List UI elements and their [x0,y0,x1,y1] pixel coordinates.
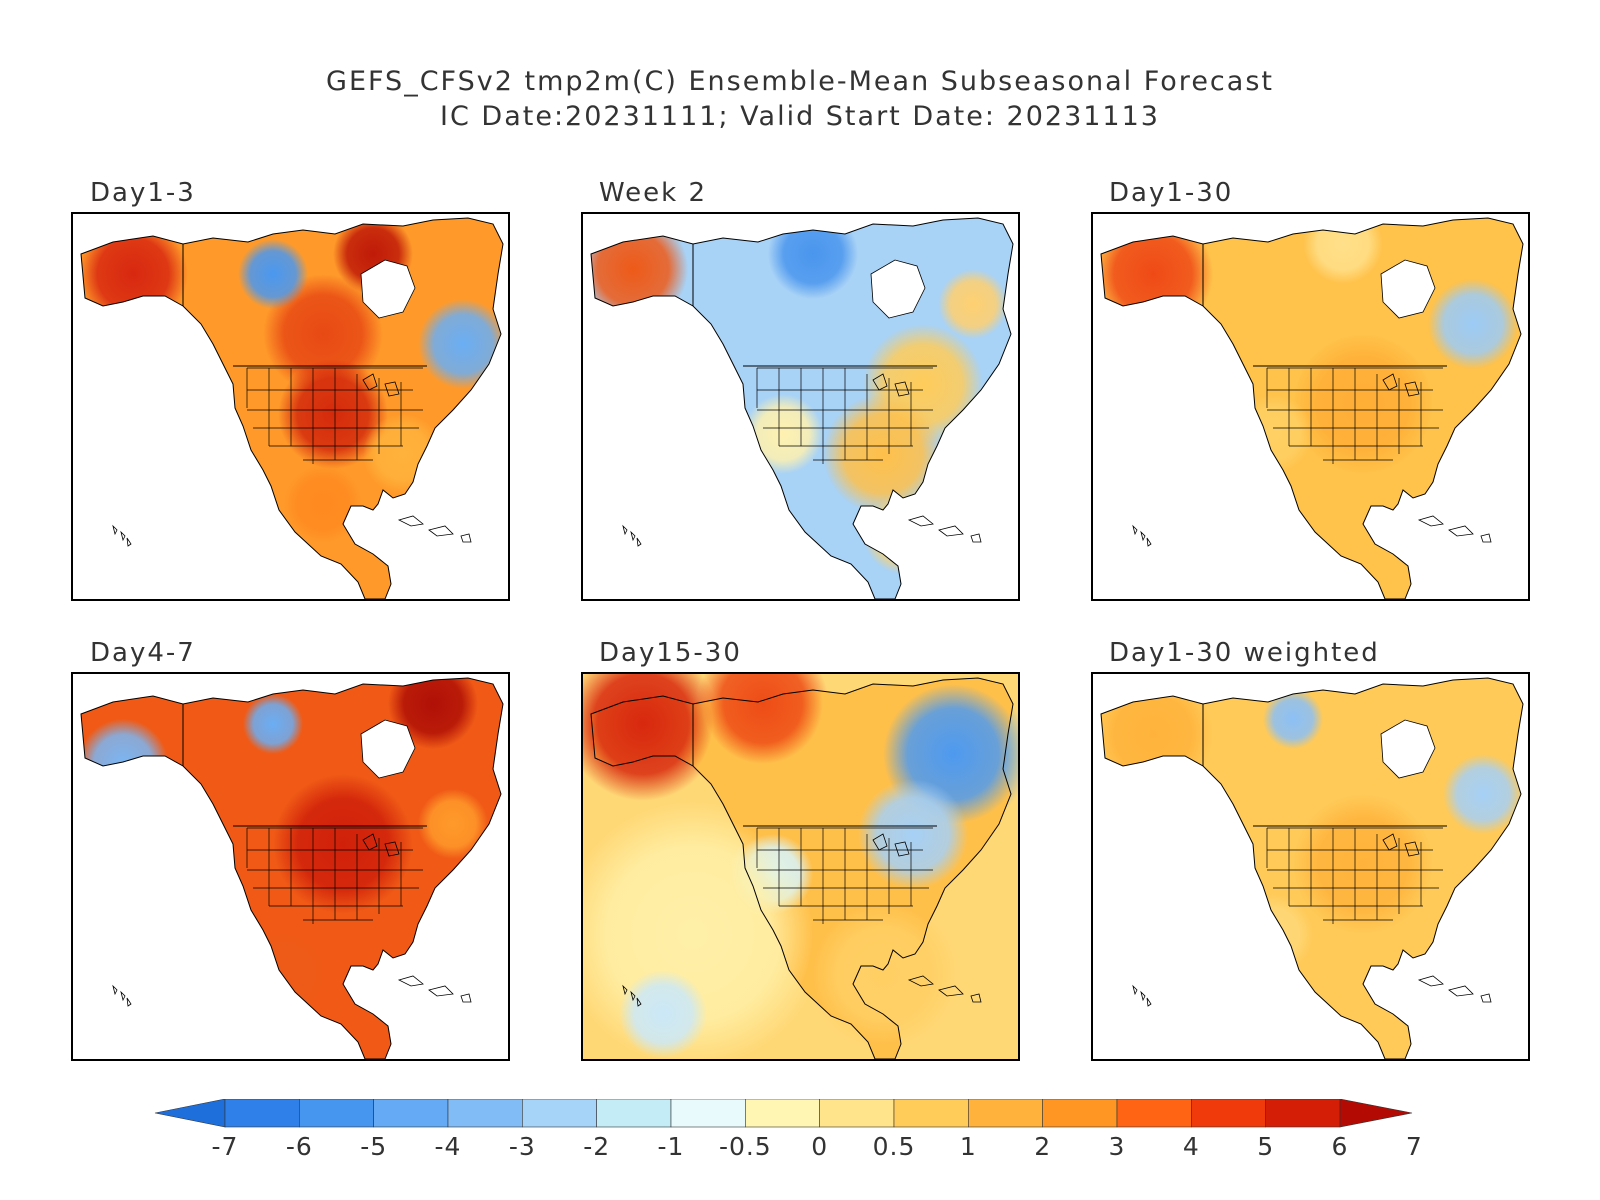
colorbar-tick-label: -5 [360,1132,387,1161]
colorbar-tick-label: -7 [212,1132,239,1161]
islands [622,975,982,1007]
state-borders [756,367,933,464]
coastline [80,217,504,599]
state-borders [246,367,423,464]
panel-title-week2: Week 2 [599,178,708,208]
colorbar-tick-label: 2 [1034,1132,1051,1161]
hudson-bay [1380,719,1436,779]
map-svg [1100,217,1524,599]
panel-title-day4-7: Day4-7 [90,638,196,668]
great-lakes [362,833,400,857]
great-lakes [1382,833,1420,857]
colorbar-box [968,1099,1043,1128]
coastline [1100,217,1524,599]
hudson-bay [360,719,416,779]
state-borders [1266,367,1443,464]
colorbar-tick-label: -1 [658,1132,685,1161]
colorbar-tick-label: 3 [1109,1132,1126,1161]
anomaly-field [1101,678,1523,1059]
colorbar-arrow-low [154,1099,226,1128]
colorbar-arrow-high [1339,1099,1413,1128]
hudson-bay [1380,259,1436,319]
chart-title: GEFS_CFSv2 tmp2m(C) Ensemble-Mean Subsea… [326,66,1274,97]
panel-title-day1-3: Day1-3 [90,178,196,208]
coastline [80,677,504,1059]
panel-title-day15-30: Day15-30 [599,638,742,668]
state-borders [756,827,933,924]
colorbar-box [447,1099,523,1128]
colorbar-tick-label: -4 [435,1132,462,1161]
great-lakes [872,833,910,857]
colorbar-tick-label: 1 [960,1132,977,1161]
anomaly-field [1101,218,1523,599]
colorbar-tick-label: 5 [1257,1132,1274,1161]
state-borders [1266,827,1443,924]
anomaly-field [591,218,1013,599]
map-panel-day15-30 [581,672,1020,1061]
panel-title-day1-30: Day1-30 [1109,178,1234,208]
map-panel-day1-30-weighted [1091,672,1530,1061]
map-panel-day1-30 [1091,212,1530,601]
colorbar-tick-label: -2 [583,1132,610,1161]
islands [112,515,472,547]
colorbar-tick-label: 4 [1183,1132,1200,1161]
chart-subtitle: IC Date:20231111; Valid Start Date: 2023… [440,101,1160,132]
colorbar-legend: -7 -6 -5 -4 -3 -2 -1 -0.5 0 0.5 1 2 3 4 5 6 7 [154,1099,1423,1161]
colorbar-box [299,1099,374,1128]
colorbar-box [596,1099,672,1128]
colorbar-box [1191,1099,1266,1128]
map-svg [1100,677,1524,1059]
great-lakes [362,373,400,397]
colorbar-tick-label: 7 [1406,1132,1423,1161]
coastline [590,677,1014,1059]
islands [112,975,472,1007]
colorbar-box [745,1099,820,1128]
state-borders [246,827,423,924]
great-lakes [872,373,910,397]
islands [1132,975,1492,1007]
map-svg [590,217,1014,599]
colorbar-tick-label: -3 [509,1132,536,1161]
colorbar-box [819,1099,895,1128]
colorbar-tick-label: -0.5 [719,1132,772,1161]
colorbar-box [1116,1099,1192,1128]
map-panel-week2 [581,212,1020,601]
colorbar-box [522,1099,597,1128]
colorbar-tick-label: 6 [1332,1132,1349,1161]
colorbar-box [670,1099,746,1128]
coastline [590,217,1014,599]
hudson-bay [870,259,926,319]
coastline [1100,677,1524,1059]
panel-title-day1-30-weighted: Day1-30 weighted [1109,638,1380,668]
great-lakes [1382,373,1420,397]
map-panel-day4-7 [71,672,510,1061]
hudson-bay [360,259,416,319]
colorbar-box [1265,1099,1341,1128]
map-svg [80,217,504,599]
colorbar-box [224,1099,300,1128]
islands [622,515,982,547]
anomaly-field [81,678,503,1059]
map-panel-day1-3 [71,212,510,601]
colorbar-tick-label: 0.5 [873,1132,916,1161]
map-svg [80,677,504,1059]
colorbar-box [373,1099,449,1128]
map-svg [583,674,1018,1059]
colorbar-tick-label: 0 [811,1132,828,1161]
anomaly-field [81,218,503,599]
colorbar-tick-label: -6 [286,1132,313,1161]
colorbar-box [1042,1099,1118,1128]
islands [1132,515,1492,547]
colorbar-box [893,1099,969,1128]
